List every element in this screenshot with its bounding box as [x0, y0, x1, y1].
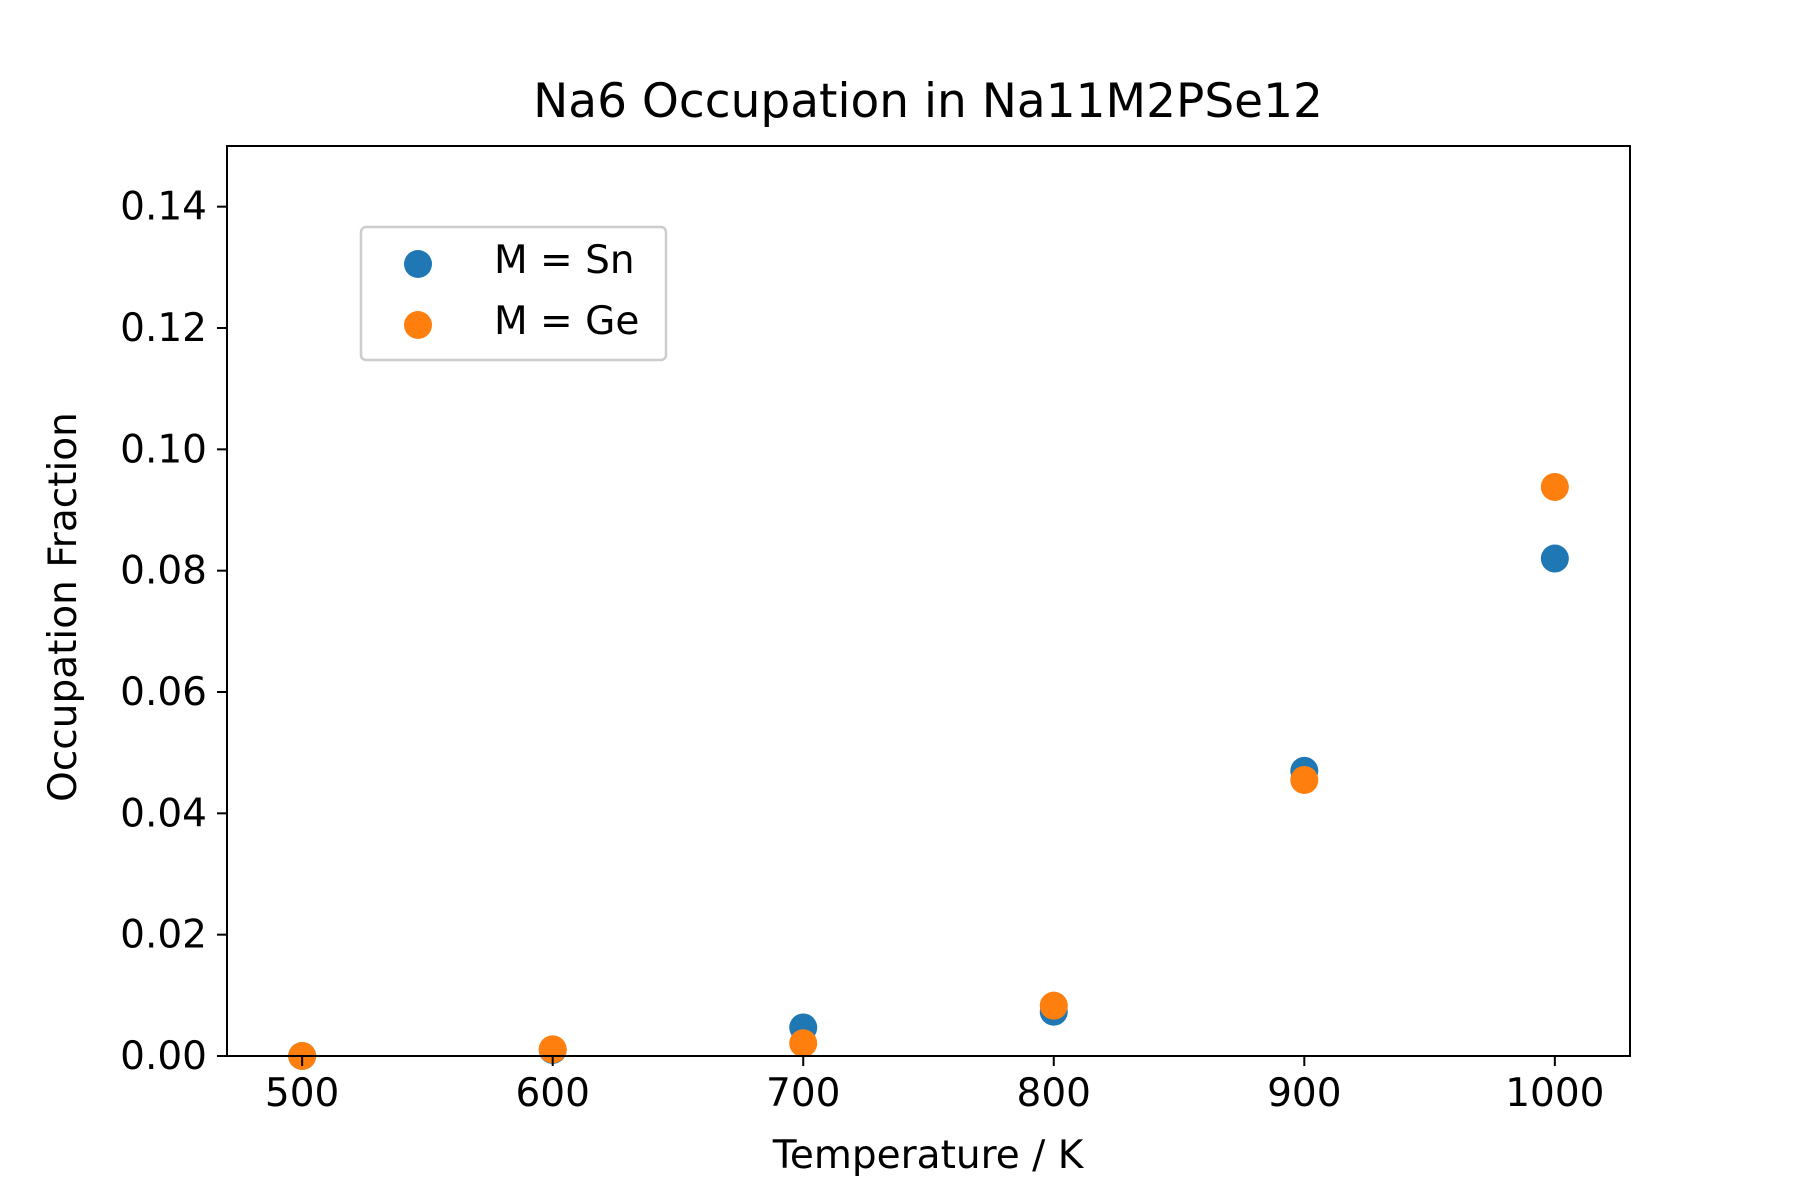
legend-marker-sn [404, 250, 432, 278]
y-tick-label: 0.00 [120, 1034, 207, 1079]
data-point [1540, 544, 1569, 573]
series-group [288, 544, 1569, 1070]
y-tick-label: 0.10 [120, 427, 207, 472]
y-tick-label: 0.14 [120, 185, 207, 230]
x-tick-label: 1000 [1505, 1071, 1604, 1116]
y-tick-label: 0.12 [120, 306, 207, 351]
x-tick-label: 900 [1267, 1071, 1341, 1116]
y-axis-ticks: 0.00 0.02 0.04 0.06 0.08 0.10 0.12 0.14 [120, 185, 227, 1079]
data-point [1290, 765, 1319, 794]
x-tick-label: 600 [515, 1071, 589, 1116]
x-tick-label: 500 [265, 1071, 339, 1116]
data-points-layer [288, 472, 1569, 1070]
data-point [1540, 472, 1569, 501]
series-group [288, 472, 1569, 1070]
chart-title: Na6 Occupation in Na11M2PSe12 [533, 74, 1323, 129]
legend-box [359, 225, 668, 362]
legend: M = Sn M = Ge [359, 225, 668, 362]
data-point [1039, 991, 1068, 1020]
y-axis-label: Occupation Fraction [41, 412, 86, 802]
data-point [789, 1029, 818, 1058]
legend-label-ge: M = Ge [494, 299, 639, 344]
y-tick-label: 0.02 [120, 913, 207, 958]
legend-marker-ge [404, 311, 432, 339]
x-tick-label: 800 [1017, 1071, 1091, 1116]
x-tick-label: 700 [766, 1071, 840, 1116]
x-axis-ticks: 500 600 700 800 900 1000 [265, 1056, 1604, 1116]
y-tick-label: 0.04 [120, 791, 207, 836]
legend-label-sn: M = Sn [494, 238, 635, 283]
plot-area-frame [226, 145, 1631, 1057]
y-tick-label: 0.06 [120, 670, 207, 715]
x-axis-label: Temperature / K [772, 1133, 1085, 1178]
y-tick-label: 0.08 [120, 549, 207, 594]
